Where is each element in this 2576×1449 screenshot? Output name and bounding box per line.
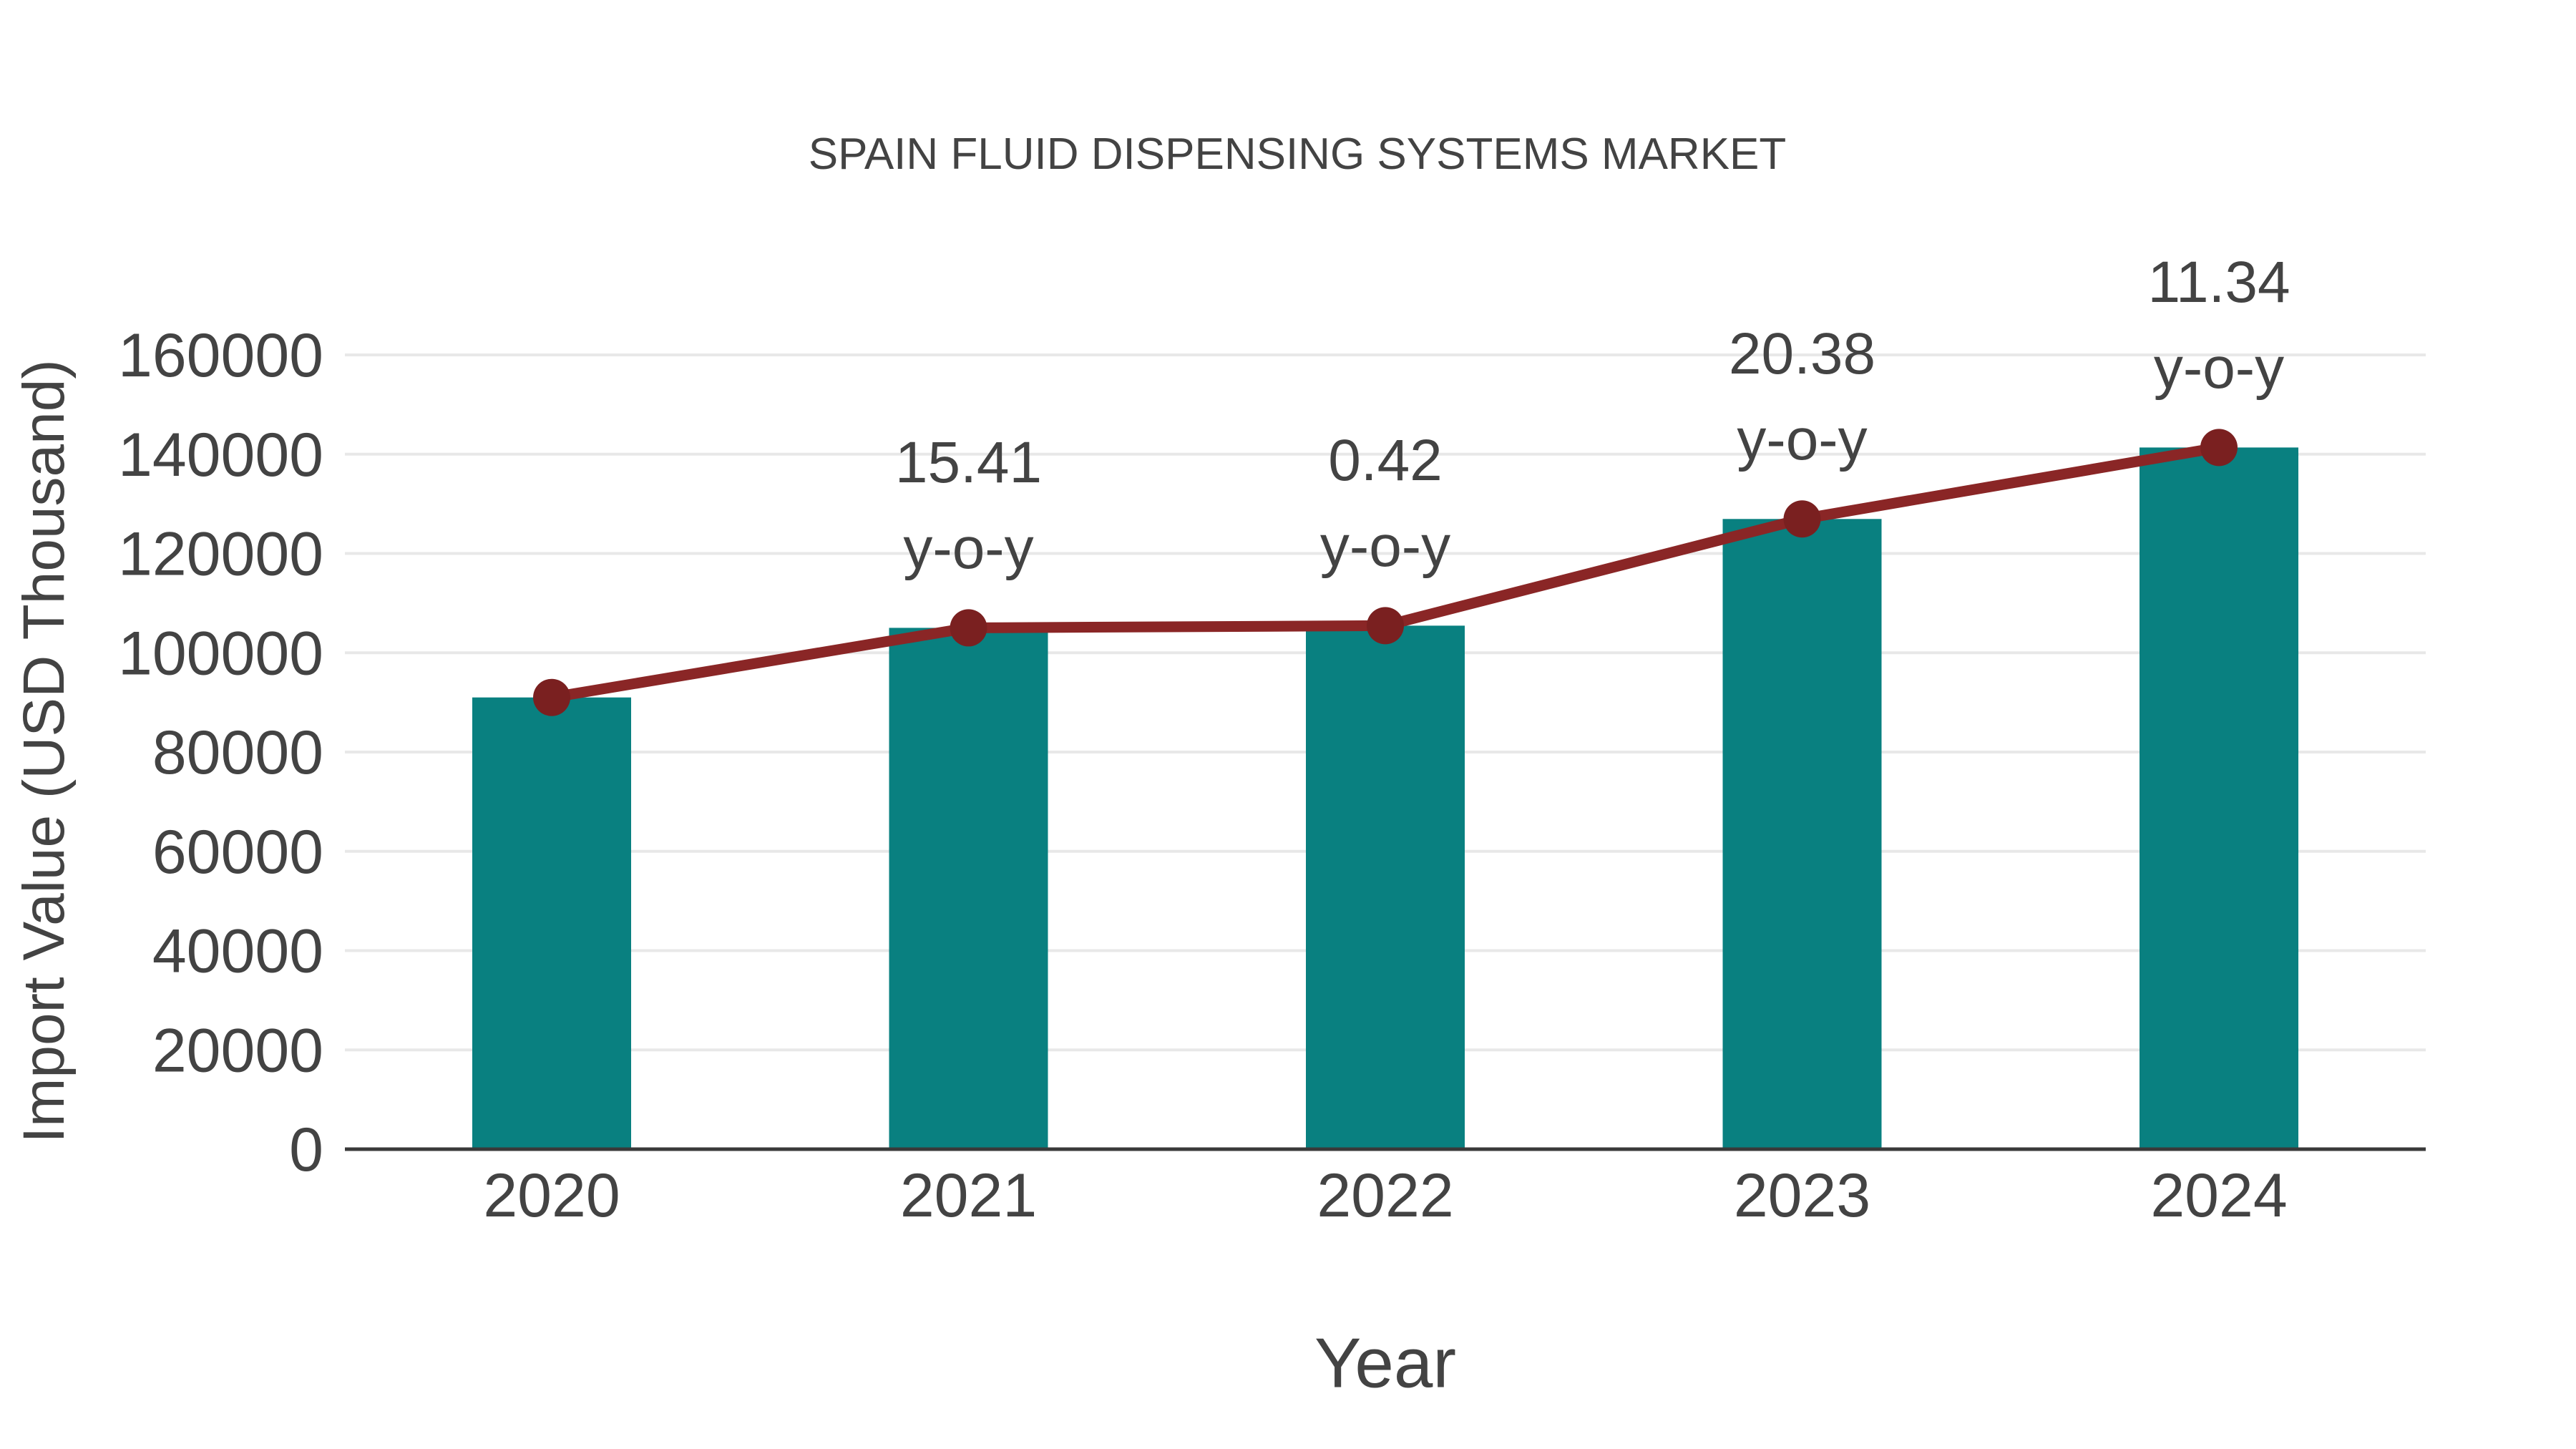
annotation-suffix-2022: y-o-y bbox=[1320, 514, 1450, 579]
annotation-value-2021: 15.41 bbox=[895, 430, 1042, 495]
marker-2022 bbox=[1367, 607, 1404, 645]
annotation-value-2024: 11.34 bbox=[2147, 250, 2290, 315]
annotation-value-2023: 20.38 bbox=[1729, 321, 1875, 386]
bar-2021 bbox=[889, 628, 1048, 1149]
y-tick-label-140000: 140000 bbox=[118, 421, 323, 489]
x-tick-label-2022: 2022 bbox=[1317, 1161, 1453, 1230]
y-tick-label-100000: 100000 bbox=[118, 619, 323, 688]
x-tick-label-2021: 2021 bbox=[900, 1161, 1037, 1230]
bar-2024 bbox=[2140, 447, 2298, 1149]
y-tick-label-20000: 20000 bbox=[152, 1016, 323, 1085]
x-tick-label-2023: 2023 bbox=[1734, 1161, 1870, 1230]
marker-2024 bbox=[2200, 429, 2238, 467]
chart-title: SPAIN FLUID DISPENSING SYSTEMS MARKET bbox=[808, 130, 1787, 179]
bar-2022 bbox=[1306, 625, 1465, 1149]
marker-2021 bbox=[950, 609, 987, 647]
y-tick-label-120000: 120000 bbox=[118, 520, 323, 589]
annotation-value-2022: 0.42 bbox=[1328, 428, 1443, 493]
annotation-suffix-2021: y-o-y bbox=[903, 516, 1033, 581]
annotation-suffix-2024: y-o-y bbox=[2154, 336, 2284, 401]
x-tick-label-2020: 2020 bbox=[483, 1161, 620, 1230]
bar-2020 bbox=[472, 697, 631, 1149]
marker-2023 bbox=[1783, 500, 1821, 538]
y-tick-label-80000: 80000 bbox=[152, 718, 323, 787]
x-tick-label-2024: 2024 bbox=[2150, 1161, 2287, 1230]
x-axis-title: Year bbox=[1314, 1323, 1457, 1402]
y-tick-label-60000: 60000 bbox=[152, 818, 323, 887]
y-tick-label-0: 0 bbox=[289, 1116, 323, 1184]
y-tick-label-160000: 160000 bbox=[118, 321, 323, 390]
y-tick-label-40000: 40000 bbox=[152, 917, 323, 986]
annotation-suffix-2023: y-o-y bbox=[1737, 407, 1867, 472]
marker-2020 bbox=[533, 678, 570, 716]
bar-2023 bbox=[1722, 519, 1882, 1149]
